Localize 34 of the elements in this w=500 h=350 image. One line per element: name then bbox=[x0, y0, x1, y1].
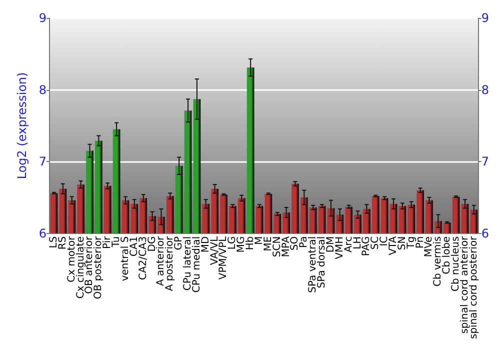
x-tick-label: A posterior bbox=[164, 235, 176, 292]
x-tick-label: SCN bbox=[272, 236, 283, 258]
y-tick-label: 7 bbox=[38, 154, 47, 169]
x-tick-label: DG bbox=[146, 236, 158, 252]
x-tick-label: MVe bbox=[424, 236, 435, 258]
x-tick-label: ventral S bbox=[120, 236, 131, 282]
x-tick-label: CPu medial bbox=[191, 236, 202, 293]
y2-tick-label: 7 bbox=[481, 154, 490, 169]
x-tick-label: Cb lobe bbox=[442, 236, 453, 274]
y-axis-title: Log2 (expression) bbox=[15, 72, 29, 180]
x-tick-label: VMH bbox=[334, 236, 346, 260]
x-tick-label: MD bbox=[200, 236, 212, 253]
x-tick-label: Tg bbox=[406, 236, 417, 250]
x-tick-label: ME bbox=[262, 236, 274, 252]
y-tick-label: 8 bbox=[38, 82, 47, 97]
y2-tick-label: 9 bbox=[481, 11, 490, 25]
x-tick-label: CA1 bbox=[128, 236, 140, 256]
x-tick-label: GP bbox=[174, 236, 185, 250]
x-tick-label: spinal cord anterior bbox=[459, 235, 470, 334]
x-tick-label: spinal cord posterior bbox=[468, 235, 480, 340]
x-tick-label: DM bbox=[325, 236, 336, 253]
x-tick-label: CA2/CA3 bbox=[138, 236, 149, 280]
x-tick-label: VTA bbox=[388, 236, 399, 256]
x-tick-label: Arc bbox=[343, 236, 354, 253]
y2-tick-label: 6 bbox=[481, 226, 490, 240]
x-tick-label: LS bbox=[48, 236, 60, 248]
x-tick-label: SN bbox=[396, 236, 408, 250]
x-tick-label: Pa bbox=[298, 236, 310, 248]
y2-tick-label: 8 bbox=[481, 82, 490, 97]
x-tick-label: OB posterior bbox=[93, 235, 104, 300]
y-tick-label: 6 bbox=[38, 226, 47, 240]
y-tick-label: 9 bbox=[38, 11, 47, 25]
x-tick-label: M bbox=[254, 236, 265, 245]
x-tick-label: RS bbox=[57, 236, 68, 250]
